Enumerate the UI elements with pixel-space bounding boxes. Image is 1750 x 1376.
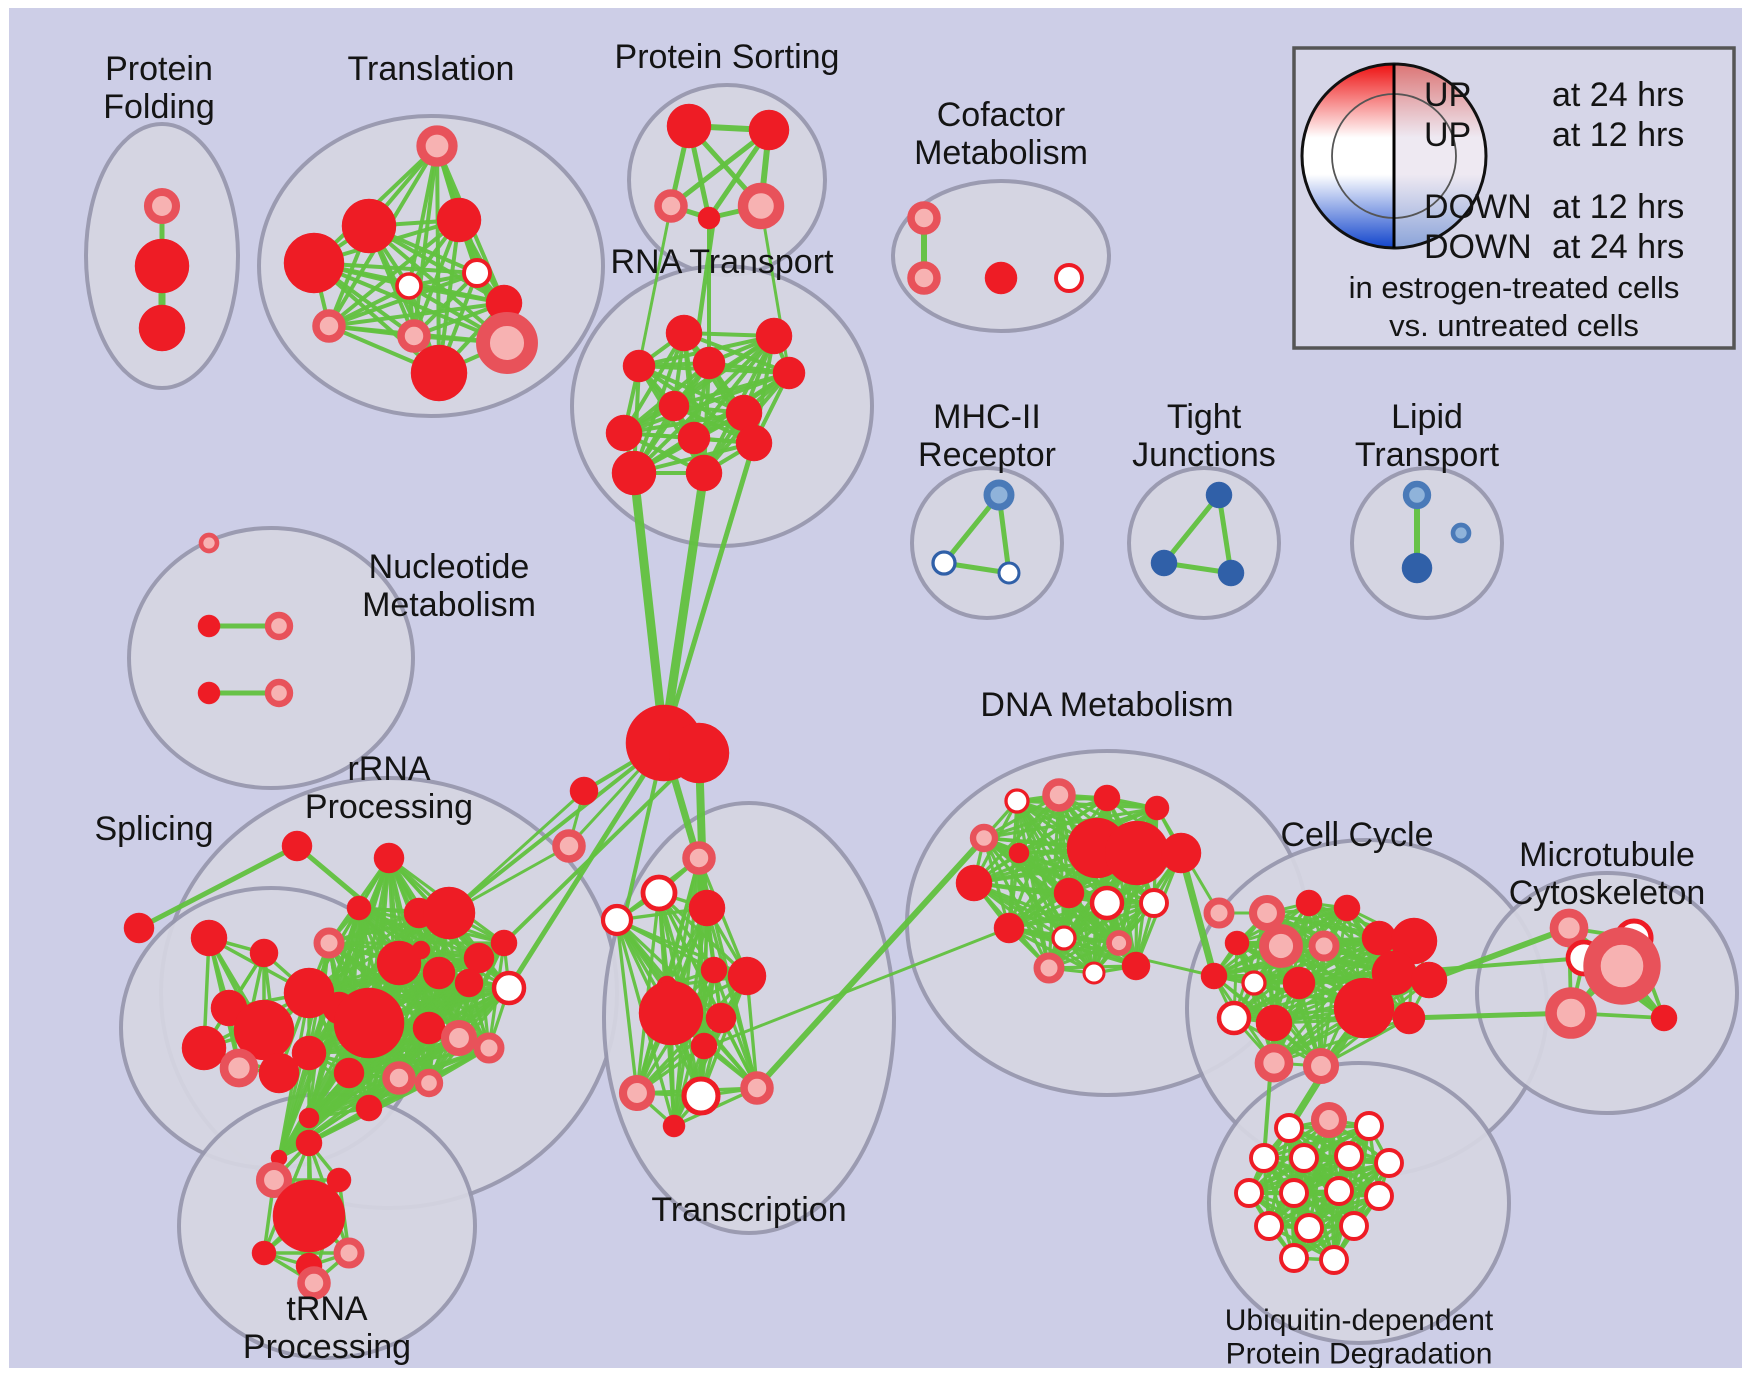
svg-text:DOWN: DOWN bbox=[1424, 228, 1532, 266]
svg-text:UP: UP bbox=[1424, 76, 1471, 114]
svg-text:RNA Transport: RNA Transport bbox=[611, 243, 835, 281]
svg-text:DNA Metabolism: DNA Metabolism bbox=[980, 686, 1233, 724]
svg-text:Splicing: Splicing bbox=[94, 810, 213, 848]
svg-text:Protein Sorting: Protein Sorting bbox=[615, 38, 840, 76]
svg-text:in estrogen-treated cells: in estrogen-treated cells bbox=[1349, 270, 1680, 305]
svg-text:vs. untreated cells: vs. untreated cells bbox=[1389, 308, 1639, 343]
svg-text:at 24 hrs: at 24 hrs bbox=[1552, 76, 1684, 114]
svg-text:UP: UP bbox=[1424, 116, 1471, 154]
svg-text:at 12 hrs: at 12 hrs bbox=[1552, 188, 1684, 226]
svg-text:Cell Cycle: Cell Cycle bbox=[1280, 816, 1433, 854]
svg-text:Transcription: Transcription bbox=[651, 1191, 846, 1229]
svg-text:at 12 hrs: at 12 hrs bbox=[1552, 116, 1684, 154]
svg-text:DOWN: DOWN bbox=[1424, 188, 1532, 226]
svg-text:Translation: Translation bbox=[348, 50, 515, 88]
svg-text:at 24 hrs: at 24 hrs bbox=[1552, 228, 1684, 266]
